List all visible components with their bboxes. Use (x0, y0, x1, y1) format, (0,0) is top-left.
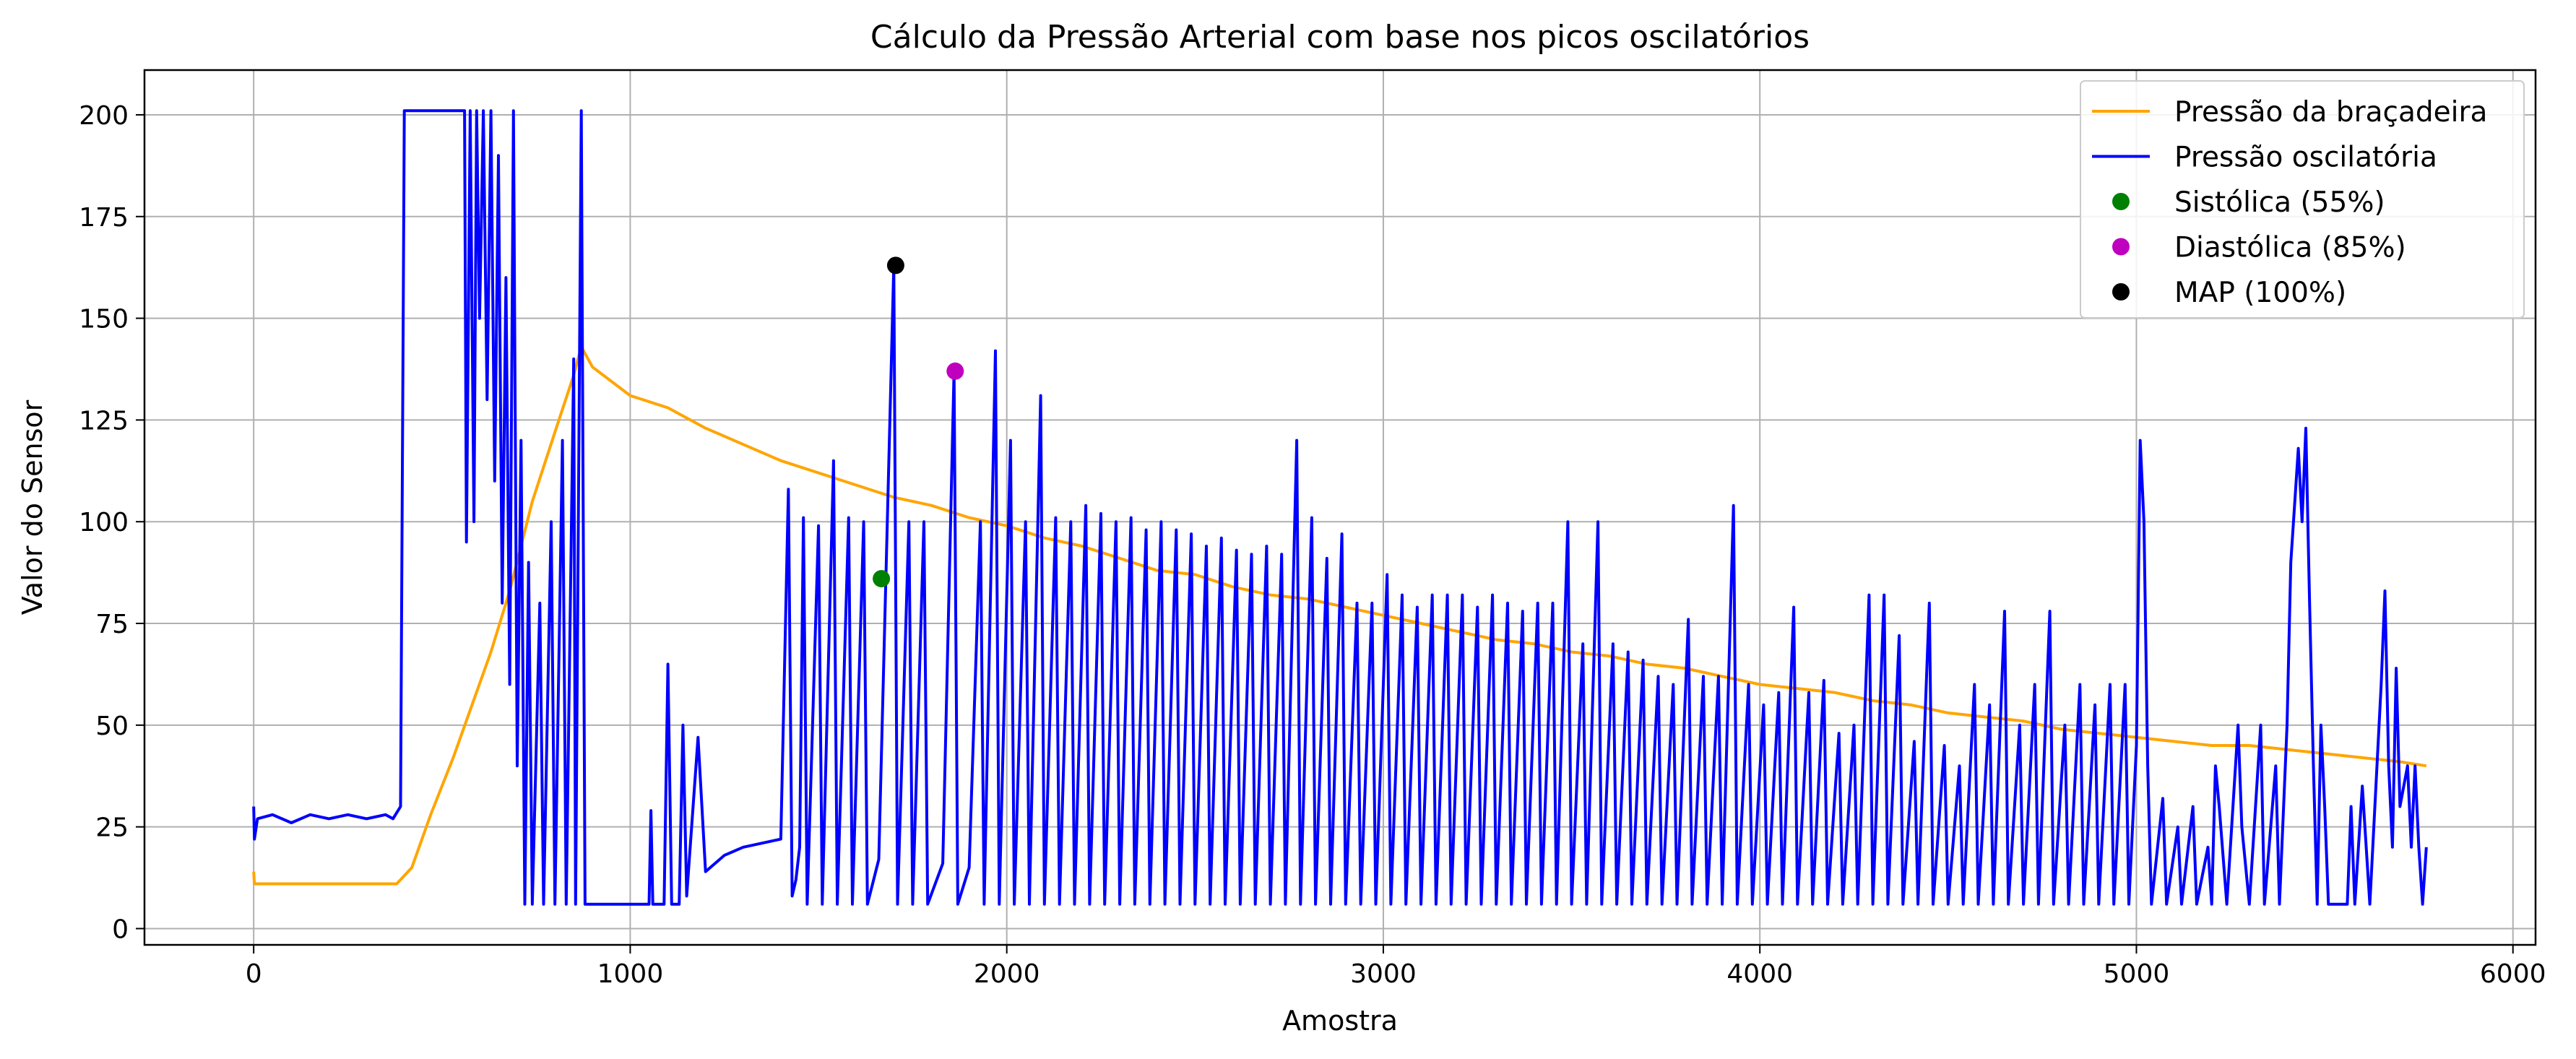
legend: Pressão da braçadeira Pressão oscilatória… (2080, 80, 2525, 319)
x-tick-label: 3000 (1350, 959, 1417, 989)
y-tick-label: 25 (95, 813, 129, 843)
series-line-0 (252, 345, 2427, 886)
legend-dot-marker (2112, 238, 2130, 256)
y-tick-label: 150 (79, 305, 129, 334)
y-tick-label: 125 (79, 406, 129, 436)
series-point-3 (946, 362, 964, 380)
y-tick-label: 75 (95, 610, 129, 639)
series-point-4 (886, 256, 904, 275)
legend-entry: MAP (100%) (2174, 277, 2346, 309)
x-tick-label: 1000 (597, 959, 664, 989)
series-line-1 (252, 109, 2428, 906)
legend-dot-marker (2112, 193, 2130, 210)
axes-frame (143, 69, 2537, 946)
legend-entry: Diastólica (85%) (2174, 232, 2406, 264)
legend-entry: Sistólica (55%) (2174, 186, 2385, 219)
x-tick-label: 5000 (2104, 959, 2170, 989)
x-axis-label: Amostra (1282, 1005, 1398, 1037)
y-tick-label: 100 (79, 508, 129, 537)
x-tick-label: 2000 (974, 959, 1040, 989)
series-point-2 (873, 570, 891, 588)
y-axis-label: Valor do Sensor (17, 399, 48, 615)
y-tick-label: 175 (79, 203, 129, 233)
chart-title: Cálculo da Pressão Arterial com base nos… (870, 19, 1810, 56)
x-axis-ticks: 0 1000 2000 3000 4000 5000 6000 (246, 945, 2546, 989)
x-tick-label: 6000 (2480, 959, 2546, 989)
x-tick-label: 0 (246, 959, 262, 989)
y-tick-label: 200 (79, 101, 129, 131)
legend-entry: Pressão da braçadeira (2174, 96, 2487, 129)
y-axis-ticks: 0 25 50 75 100 125 150 175 200 (79, 101, 144, 944)
y-tick-label: 50 (95, 712, 129, 741)
legend-entry: Pressão oscilatória (2174, 142, 2437, 174)
legend-dot-marker (2112, 283, 2130, 301)
series-layer (252, 109, 2428, 906)
x-tick-label: 4000 (1726, 959, 1793, 989)
legend-box (2080, 80, 2525, 319)
plot-area (252, 109, 2428, 906)
y-tick-label: 0 (112, 915, 129, 944)
